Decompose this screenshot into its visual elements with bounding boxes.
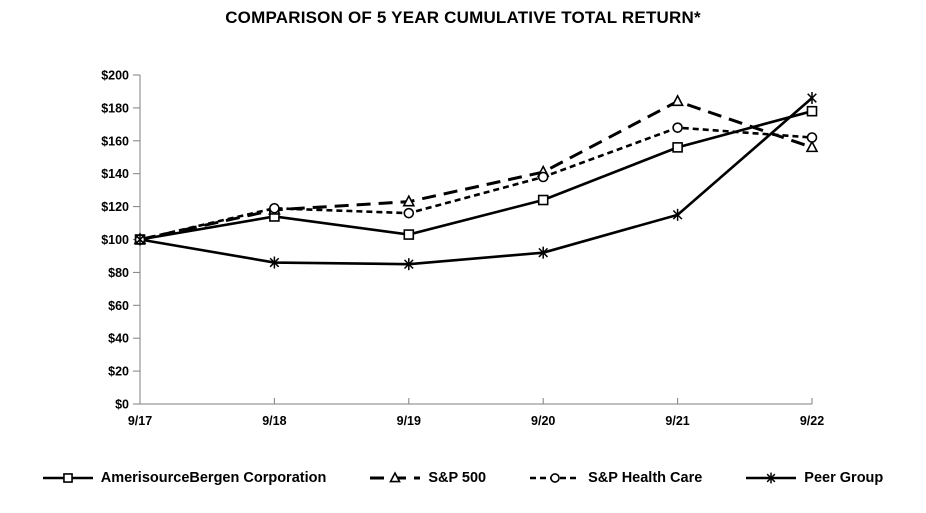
- triangle-marker-icon: [389, 471, 402, 483]
- square-marker-icon: [672, 142, 683, 153]
- square-marker-icon: [537, 194, 549, 206]
- circle-marker-icon: [537, 171, 549, 183]
- circle-marker-icon: [550, 473, 560, 483]
- square-marker-icon: [403, 229, 415, 240]
- triangle-marker-icon: [805, 140, 819, 153]
- square-marker-icon: [62, 473, 73, 483]
- y-tick-label: $20: [108, 365, 129, 379]
- y-tick-label: $140: [101, 167, 129, 181]
- asterisk-marker-icon: [269, 256, 280, 269]
- legend-label: S&P Health Care: [588, 470, 703, 486]
- x-tick-label: 9/17: [128, 414, 152, 428]
- circle-marker-icon: [672, 122, 683, 133]
- legend-item-sp-health-care: S&P Health Care: [530, 470, 702, 486]
- y-tick-label: $60: [108, 299, 129, 313]
- triangle-marker-icon: [671, 94, 684, 107]
- asterisk-marker-icon: [135, 233, 145, 246]
- x-tick-label: 9/18: [262, 414, 286, 428]
- y-tick-label: $40: [108, 332, 129, 346]
- y-tick-label: $80: [108, 266, 129, 280]
- circle-marker-icon: [269, 202, 280, 214]
- asterisk-spoke: [538, 247, 549, 258]
- series-line-1: [139, 99, 813, 241]
- series-line-0: [139, 109, 813, 241]
- solid-line-asterisk-marker-icon: [746, 472, 797, 484]
- y-tick-label: $0: [115, 398, 129, 412]
- asterisk-spoke: [807, 93, 817, 103]
- circle-marker-icon: [403, 207, 415, 219]
- asterisk-spoke: [135, 234, 145, 245]
- x-tick-label: 9/22: [800, 414, 824, 428]
- asterisk-spoke: [766, 473, 776, 483]
- asterisk-spoke: [269, 257, 280, 268]
- x-tick-label: 9/20: [531, 414, 555, 428]
- circle-marker-icon: [806, 132, 818, 143]
- chart-legend: AmerisourceBergen Corporation S&P 500 S&…: [0, 463, 926, 493]
- asterisk-spoke: [672, 209, 683, 220]
- y-tick-label: $100: [101, 233, 129, 247]
- legend-label: AmerisourceBergen Corporation: [100, 470, 327, 486]
- legend-label: S&P 500: [428, 470, 487, 486]
- x-tick-label: 9/21: [665, 414, 689, 428]
- y-tick-label: $120: [101, 200, 129, 214]
- asterisk-marker-icon: [807, 92, 817, 105]
- x-tick-label: 9/19: [397, 414, 421, 428]
- square-marker-icon: [806, 105, 818, 117]
- asterisk-marker-icon: [403, 258, 414, 271]
- legend-item-sp500: S&P 500: [370, 470, 486, 486]
- legend-label: Peer Group: [804, 470, 884, 486]
- asterisk-spoke: [403, 259, 414, 270]
- dashed-line-triangle-marker-icon: [370, 471, 421, 483]
- chart-title: COMPARISON OF 5 YEAR CUMULATIVE TOTAL RE…: [225, 8, 701, 27]
- legend-item-amerisourcebergen: AmerisourceBergen Corporation: [42, 470, 327, 486]
- dashed-line-circle-marker-icon: [530, 473, 581, 483]
- asterisk-marker-icon: [672, 208, 683, 221]
- series-line-2: [139, 126, 813, 241]
- triangle-marker-icon: [402, 194, 416, 207]
- solid-line-square-marker-icon: [42, 473, 93, 483]
- y-tick-label: $200: [101, 69, 129, 83]
- legend-item-peer-group: Peer Group: [746, 470, 883, 486]
- asterisk-marker-icon: [538, 246, 549, 259]
- asterisk-marker-icon: [766, 472, 776, 484]
- y-tick-label: $160: [101, 134, 129, 148]
- series-line-3: [139, 97, 813, 266]
- line-chart: $0 $20 $40 $60 $80 $100 $120 $140 $160 $180 $200 9/…: [101, 69, 824, 429]
- y-tick-label: $180: [101, 101, 129, 115]
